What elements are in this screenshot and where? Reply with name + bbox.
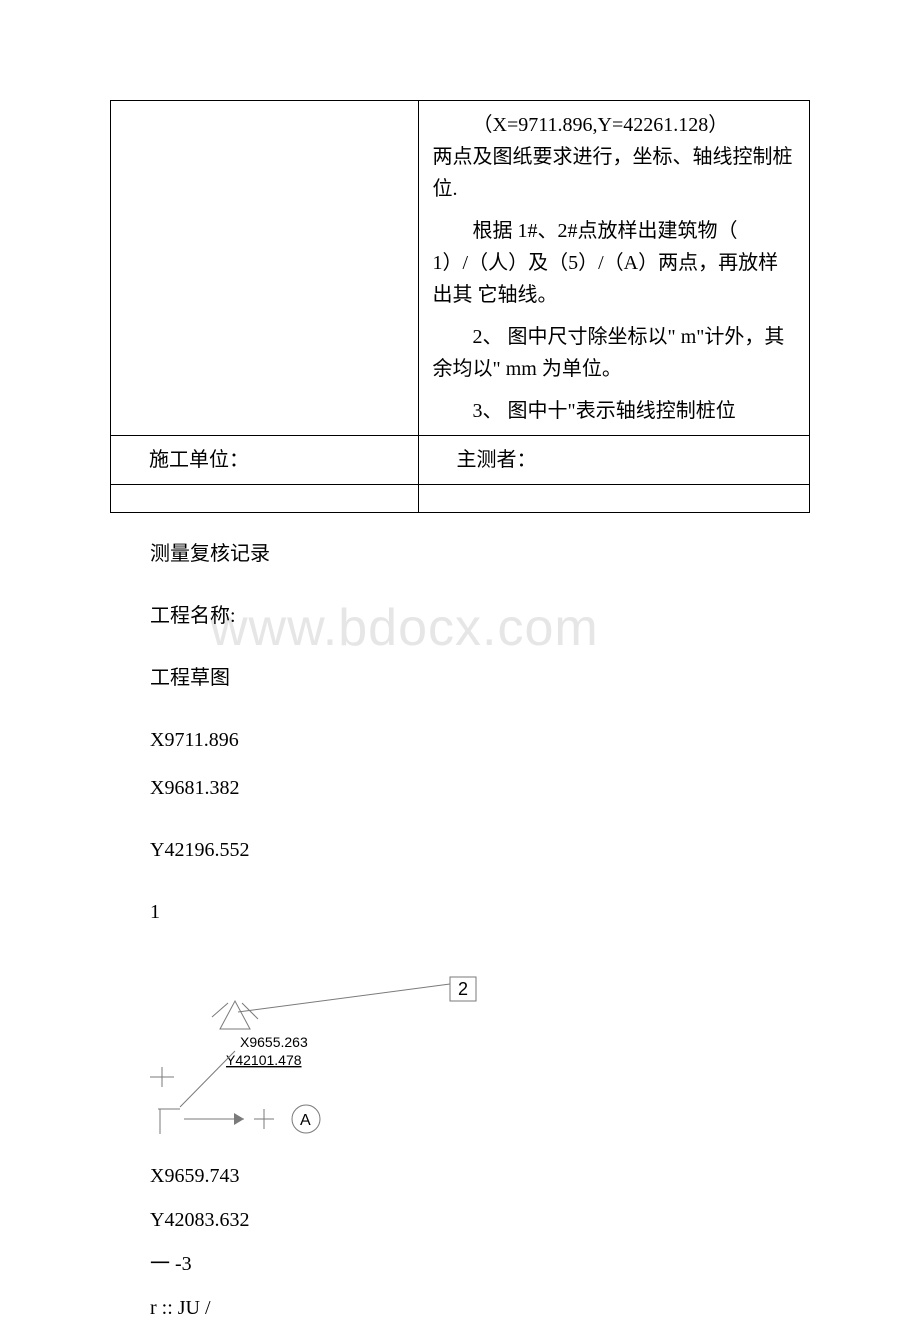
surveyor-label: 主测者：	[457, 449, 537, 471]
sketch-line	[238, 984, 450, 1012]
sketch-line	[180, 1051, 235, 1107]
coord-y1: Y42196.552	[150, 833, 810, 867]
table-row	[111, 485, 810, 513]
cell-right-2: 主测者：	[418, 436, 809, 485]
table-row: 施工单位： 主测者：	[111, 436, 810, 485]
cell-right-3	[418, 485, 809, 513]
text-line: r :: JU /	[150, 1291, 810, 1325]
text-line: 2、 图中尺寸除坐标以" m"计外，其余均以" mm 为单位。	[433, 321, 795, 385]
sketch-svg: 2 X9655.263 Y42101.478 A	[150, 959, 490, 1149]
page-content: （X=9711.896,Y=42261.128） 两点及图纸要求进行，坐标、轴线…	[0, 0, 920, 1325]
sketch-coord-x: X9655.263	[240, 1034, 308, 1050]
coord-x3: X9659.743	[150, 1159, 810, 1193]
coord-y2: Y42083.632	[150, 1203, 810, 1237]
construction-unit-label: 施工单位：	[149, 449, 249, 471]
coord-x2: X9681.382	[150, 771, 810, 805]
cell-left-3	[111, 485, 419, 513]
circle-a-label: A	[300, 1112, 311, 1129]
table-row: （X=9711.896,Y=42261.128） 两点及图纸要求进行，坐标、轴线…	[111, 101, 810, 436]
coord-x1: X9711.896	[150, 723, 810, 757]
sketch-coord-y: Y42101.478	[226, 1052, 302, 1068]
project-sketch-label: 工程草图	[150, 661, 810, 695]
box-2-label: 2	[458, 979, 468, 999]
main-table: （X=9711.896,Y=42261.128） 两点及图纸要求进行，坐标、轴线…	[110, 100, 810, 513]
number-1: 1	[150, 895, 810, 929]
text-line: 1）/（人）及（5）/（A）两点，再放样出其 它轴线。	[433, 247, 795, 311]
cell-left-2: 施工单位：	[111, 436, 419, 485]
sketch-diagram: 2 X9655.263 Y42101.478 A	[150, 959, 810, 1149]
heading-measurement-record: 测量复核记录	[150, 537, 810, 571]
triangle-icon	[220, 1001, 250, 1029]
project-name-label: 工程名称:	[150, 599, 810, 633]
arrow-head-icon	[234, 1113, 244, 1125]
coord-line: （X=9711.896,Y=42261.128）	[433, 109, 795, 141]
text-line: 两点及图纸要求进行，坐标、轴线控制桩位.	[433, 141, 795, 205]
sketch-line	[212, 1003, 228, 1017]
cell-left-1	[111, 101, 419, 436]
text-line: 3、 图中十"表示轴线控制桩位	[433, 395, 795, 427]
cell-right-1: （X=9711.896,Y=42261.128） 两点及图纸要求进行，坐标、轴线…	[418, 101, 809, 436]
text-line: 一 -3	[150, 1247, 810, 1281]
text-line: 根据 1#、2#点放样出建筑物（	[433, 215, 795, 247]
